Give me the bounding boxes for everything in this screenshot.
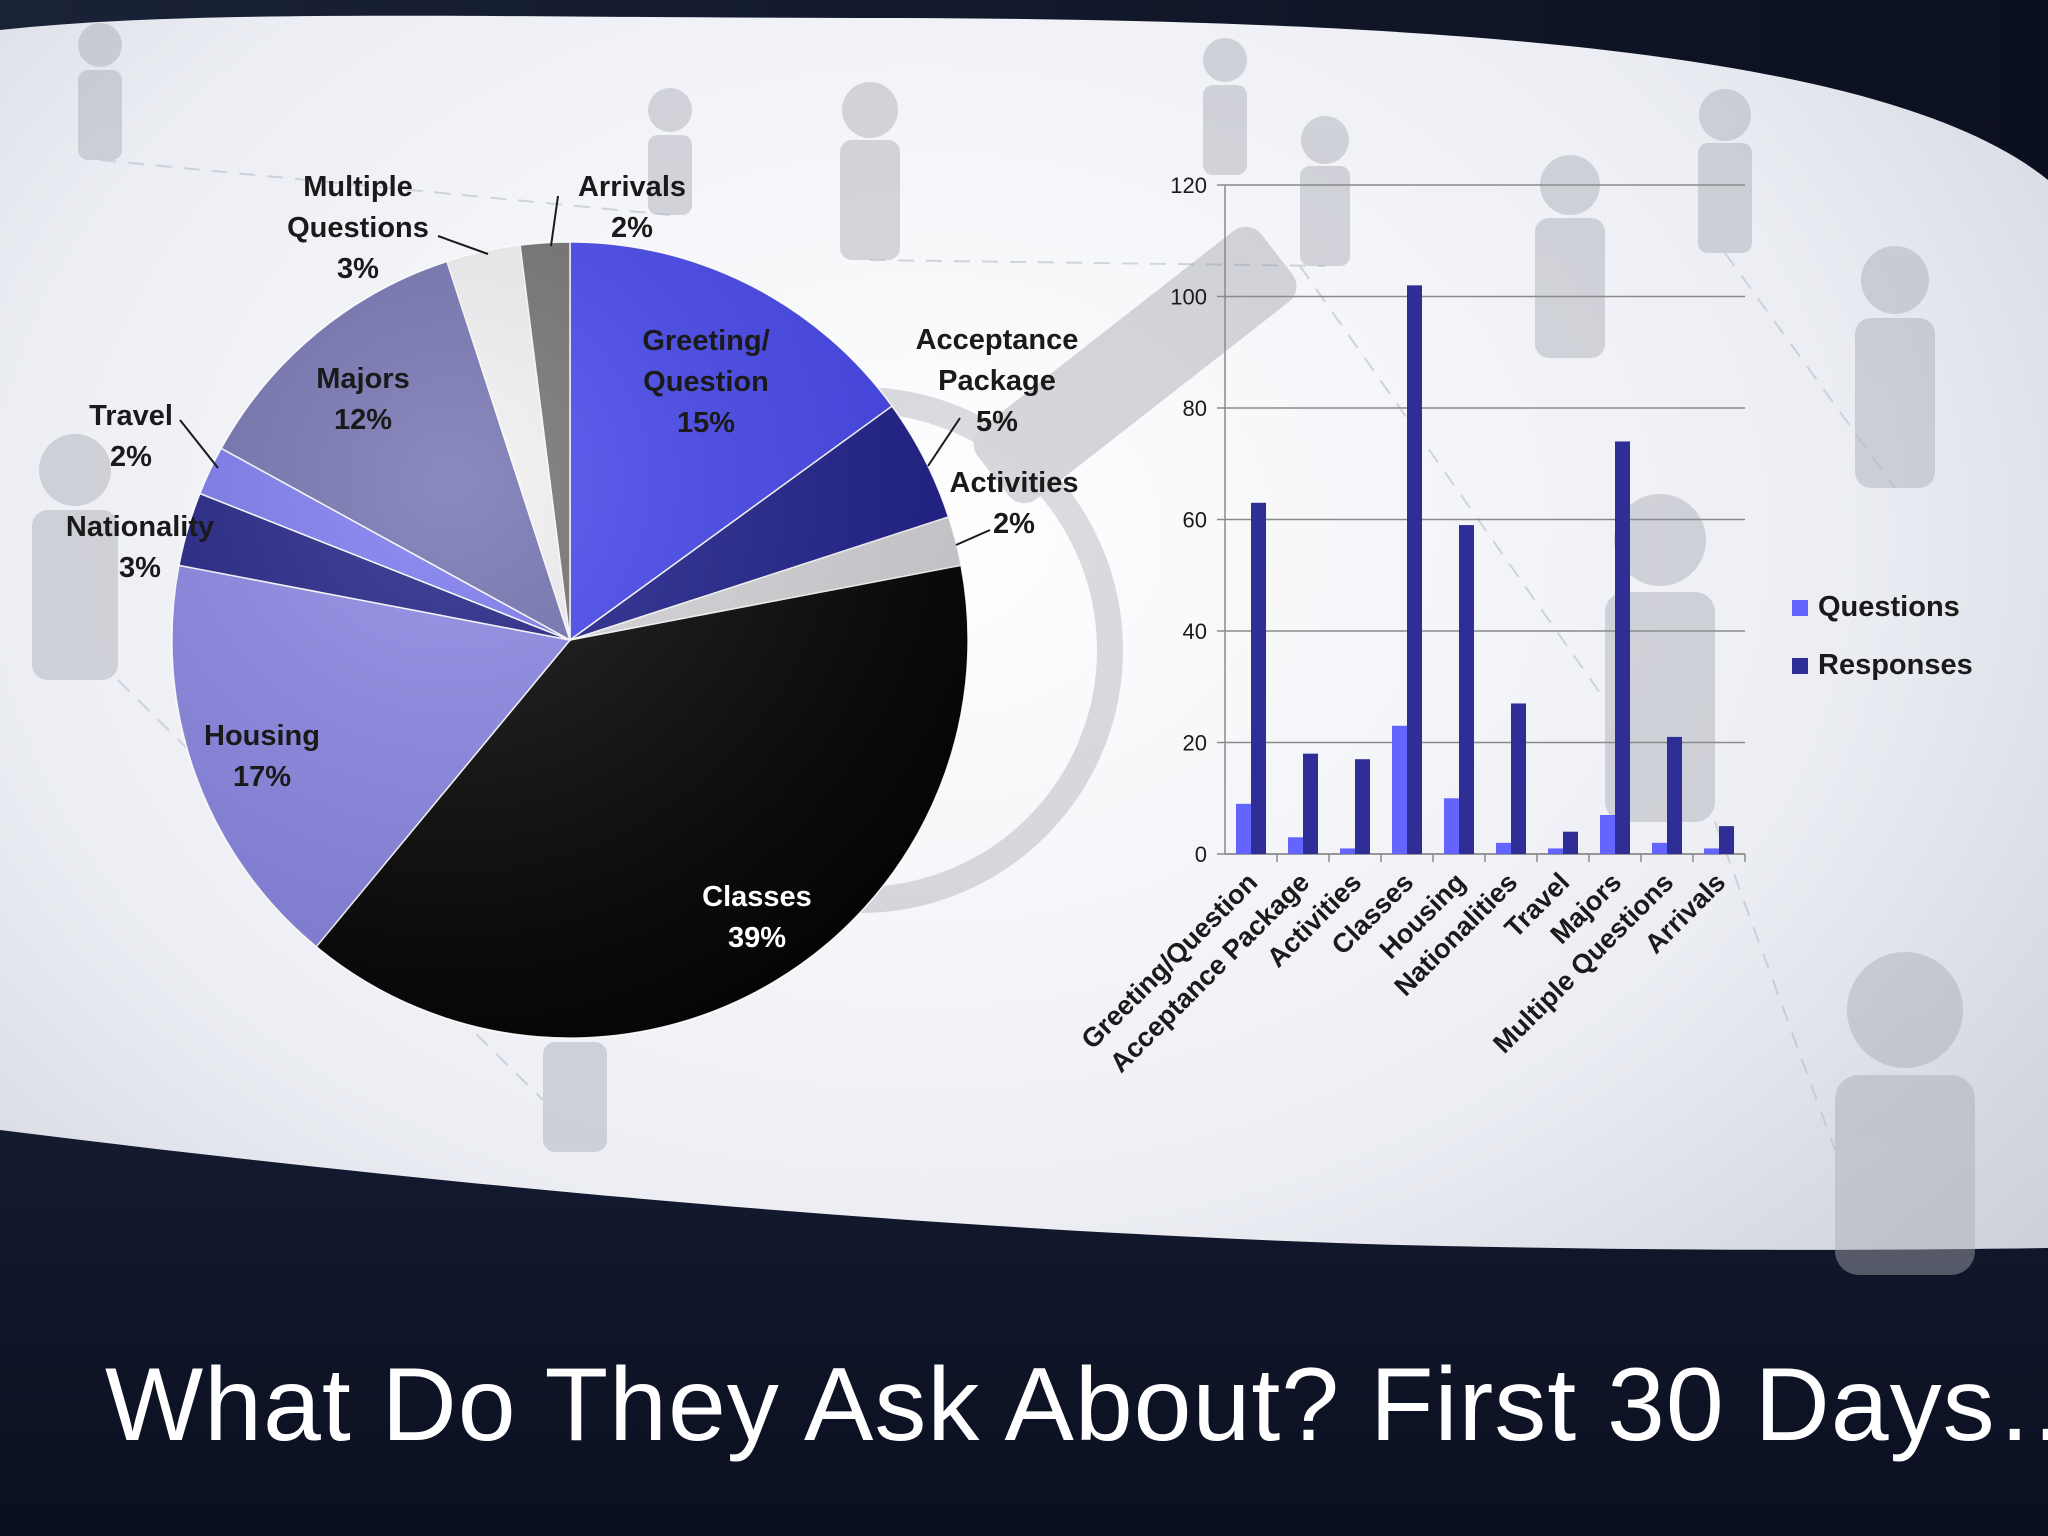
y-tick-label: 40	[1183, 619, 1207, 644]
legend-label-responses: Responses	[1818, 649, 1973, 681]
pie-label-greeting-question: Greeting/Question 15%	[642, 325, 769, 439]
pie-label-acceptance-package: Acceptance Package 5%	[916, 324, 1079, 438]
bar-questions-travel	[1548, 848, 1563, 854]
bar-questions-housing	[1444, 798, 1459, 854]
bar-responses-nationalities	[1511, 703, 1526, 854]
y-tick-label: 120	[1170, 173, 1207, 198]
pie-label-classes: Classes 39%	[702, 881, 812, 954]
pie-label-travel: Travel 2%	[89, 400, 173, 473]
bar-questions-activities	[1340, 848, 1355, 854]
pie-leader-line	[550, 195, 559, 247]
bar-responses-classes	[1407, 285, 1422, 855]
bar-questions-greeting-question	[1236, 803, 1251, 854]
bar-questions-majors	[1600, 814, 1615, 854]
pie-label-multiple-questions: Multiple Questions 3%	[287, 171, 429, 285]
bar-questions-arrivals	[1704, 848, 1719, 854]
y-tick-label: 0	[1195, 842, 1207, 867]
bar-responses-acceptance-package	[1303, 753, 1318, 854]
bar-responses-travel	[1563, 831, 1578, 854]
y-tick-label: 20	[1183, 731, 1207, 756]
background-top-band	[0, 0, 2048, 180]
bar-questions-nationalities	[1496, 842, 1511, 854]
pie-label-activities: Activities 2%	[950, 467, 1079, 540]
pie-leader-line	[437, 235, 489, 255]
bar-responses-activities	[1355, 759, 1370, 854]
bar-responses-greeting-question	[1251, 502, 1266, 854]
legend-label-questions: Questions	[1818, 591, 1960, 623]
bar-responses-multiple-questions	[1667, 736, 1682, 854]
pie-leader-line	[179, 419, 219, 469]
pie-label-majors: Majors 12%	[316, 363, 409, 436]
legend-swatch-questions	[1792, 600, 1808, 616]
bar-questions-multiple-questions	[1652, 842, 1667, 854]
bar-questions-classes	[1392, 725, 1407, 854]
pie-label-arrivals: Arrivals 2%	[578, 171, 686, 244]
bar-questions-acceptance-package	[1288, 837, 1303, 854]
legend-swatch-responses	[1792, 658, 1808, 674]
pie-label-housing: Housing 17%	[204, 720, 320, 793]
background-bottom-band	[0, 1130, 2048, 1536]
y-tick-label: 60	[1183, 508, 1207, 533]
pie-leader-line	[955, 529, 991, 546]
bar-responses-housing	[1459, 525, 1474, 854]
background-people-figures	[32, 23, 1975, 1275]
bar-responses-majors	[1615, 441, 1630, 854]
y-tick-label: 100	[1170, 285, 1207, 310]
bar-responses-arrivals	[1719, 826, 1734, 854]
pie-leader-line	[927, 417, 961, 467]
y-tick-label: 80	[1183, 396, 1207, 421]
pie-label-nationality: Nationality 3%	[66, 511, 214, 584]
slide-title: What Do They Ask About? First 30 Days…	[105, 1347, 2048, 1463]
